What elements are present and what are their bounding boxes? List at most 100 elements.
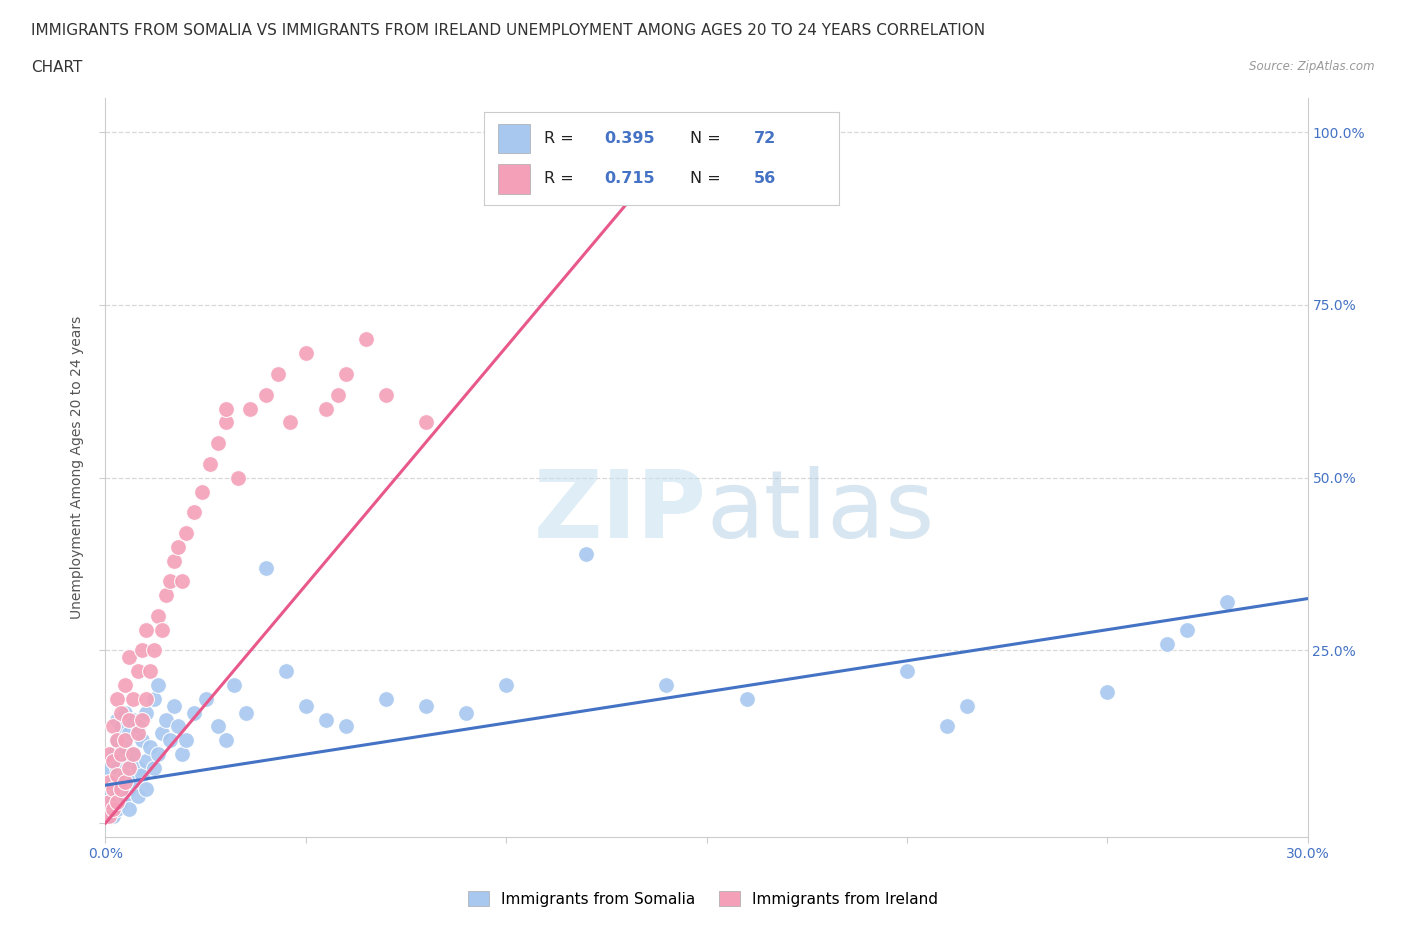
Point (127, 726, 149, 741)
Point (190, 485, 212, 499)
Point (295, 346, 318, 361)
Point (127, 788, 149, 803)
Point (162, 698, 184, 713)
Point (98, 802, 121, 817)
Point (127, 761, 149, 776)
Point (315, 712, 337, 727)
Point (170, 574, 193, 589)
Point (166, 539, 188, 554)
Point (295, 698, 318, 713)
Point (107, 802, 129, 817)
Point (107, 691, 129, 706)
Y-axis label: Unemployment Among Ages 20 to 24 years: Unemployment Among Ages 20 to 24 years (70, 315, 84, 619)
Point (207, 719, 229, 734)
Point (415, 415, 437, 430)
Point (118, 712, 141, 727)
Point (254, 387, 277, 402)
Point (138, 739, 160, 754)
Point (118, 761, 141, 776)
Point (222, 678, 245, 693)
Text: atlas: atlas (707, 466, 935, 558)
Point (107, 795, 129, 810)
Point (127, 719, 149, 734)
Point (135, 622, 157, 637)
Point (103, 747, 125, 762)
Point (122, 747, 145, 762)
Point (142, 643, 165, 658)
Point (214, 401, 236, 416)
Point (655, 678, 678, 693)
Point (110, 719, 132, 734)
Point (335, 719, 357, 734)
Point (98, 747, 121, 762)
Point (107, 712, 129, 727)
Point (170, 747, 193, 762)
Point (103, 775, 125, 790)
Point (110, 795, 132, 810)
Point (118, 753, 141, 768)
Point (118, 781, 141, 796)
Point (166, 719, 188, 734)
Point (142, 691, 165, 706)
Text: Source: ZipAtlas.com: Source: ZipAtlas.com (1250, 60, 1375, 73)
Point (936, 719, 959, 734)
Point (454, 705, 477, 720)
Point (162, 553, 184, 568)
Point (114, 739, 136, 754)
Point (114, 705, 136, 720)
Point (374, 387, 398, 402)
Point (1216, 594, 1239, 609)
Point (118, 802, 141, 817)
Point (495, 678, 517, 693)
Point (1156, 636, 1178, 651)
Point (239, 401, 262, 416)
Point (1177, 622, 1199, 637)
Point (159, 574, 181, 589)
Point (155, 588, 177, 603)
Point (98, 775, 121, 790)
Point (207, 435, 229, 450)
Point (103, 781, 125, 796)
Point (107, 781, 129, 796)
Point (122, 712, 145, 727)
Point (131, 733, 153, 748)
Point (103, 795, 125, 810)
Point (135, 691, 157, 706)
Point (716, 180, 738, 195)
Point (146, 747, 169, 762)
Point (114, 788, 136, 803)
Point (122, 775, 145, 790)
Point (174, 525, 197, 540)
Legend: Immigrants from Somalia, Immigrants from Ireland: Immigrants from Somalia, Immigrants from… (461, 885, 945, 913)
Point (274, 664, 297, 679)
Point (896, 664, 918, 679)
Point (110, 781, 132, 796)
Point (110, 775, 132, 790)
Point (174, 733, 197, 748)
Point (122, 691, 145, 706)
Point (146, 608, 169, 623)
Point (118, 726, 141, 741)
Point (98, 809, 121, 824)
Point (107, 733, 129, 748)
Point (214, 733, 236, 748)
Point (118, 650, 141, 665)
Point (114, 678, 136, 693)
Point (110, 747, 132, 762)
Point (114, 775, 136, 790)
Point (159, 733, 181, 748)
Point (183, 505, 205, 520)
Point (226, 471, 249, 485)
Point (135, 705, 157, 720)
Point (254, 560, 277, 575)
Point (142, 761, 165, 776)
Point (107, 761, 129, 776)
Point (107, 767, 129, 782)
Point (735, 691, 758, 706)
Text: CHART: CHART (31, 60, 83, 75)
Point (98, 788, 121, 803)
Point (150, 726, 173, 741)
Point (131, 767, 153, 782)
Point (194, 691, 217, 706)
Point (98, 761, 121, 776)
